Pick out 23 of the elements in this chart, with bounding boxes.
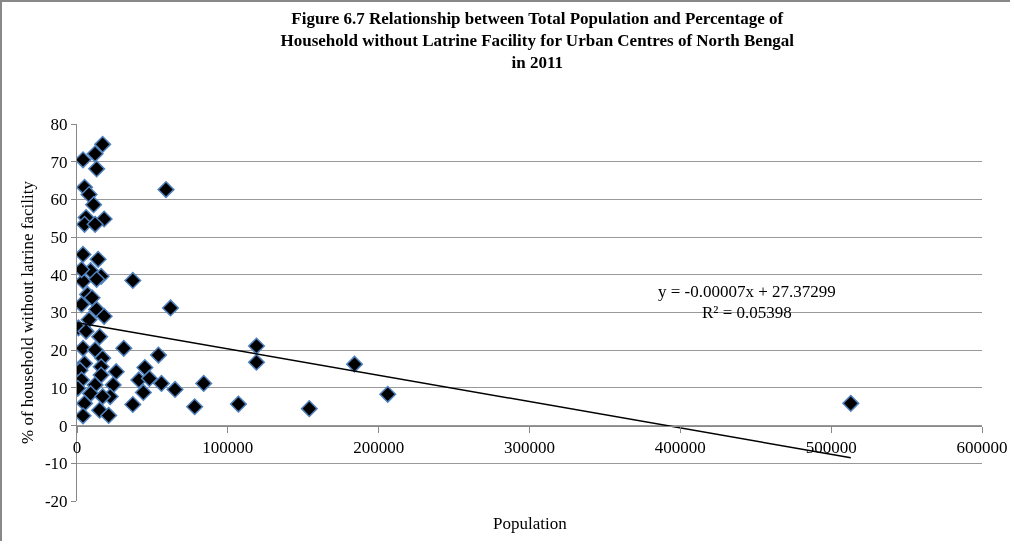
x-tick-label: 600000 bbox=[956, 438, 1008, 457]
x-tick-label: 100000 bbox=[202, 438, 254, 457]
annotation: R² = 0.05398 bbox=[702, 303, 792, 322]
y-tick-label: 70 bbox=[50, 152, 68, 172]
chart-title: Figure 6.7 Relationship between Total Population and Percentage of Household without Latrine Facility for Urban Centres of North Bengal in 2011 bbox=[280, 8, 795, 72]
y-tick-label: -20 bbox=[44, 491, 68, 511]
y-tick-label: 0 bbox=[59, 416, 68, 436]
annotation: y = -0.00007x + 27.37299 bbox=[658, 282, 836, 301]
x-tick-label: 300000 bbox=[504, 438, 555, 457]
y-tick-label: 40 bbox=[50, 265, 68, 285]
x-axis-title: Population bbox=[493, 514, 568, 533]
x-tick-label: 400000 bbox=[654, 438, 706, 457]
y-tick-label: 60 bbox=[50, 190, 68, 210]
y-tick-label: 10 bbox=[50, 378, 68, 398]
y-tick-label: 50 bbox=[50, 228, 68, 248]
y-tick-label: 20 bbox=[50, 341, 68, 361]
x-tick-label: 0 bbox=[72, 438, 82, 457]
y-tick-label: 30 bbox=[50, 303, 68, 323]
x-tick-label: 500000 bbox=[805, 438, 857, 457]
y-tick-label: -10 bbox=[44, 454, 68, 474]
x-tick-label: 200000 bbox=[353, 438, 405, 457]
y-tick-label: 80 bbox=[50, 114, 68, 134]
y-axis-title: % of household without latrine facility bbox=[18, 180, 38, 444]
